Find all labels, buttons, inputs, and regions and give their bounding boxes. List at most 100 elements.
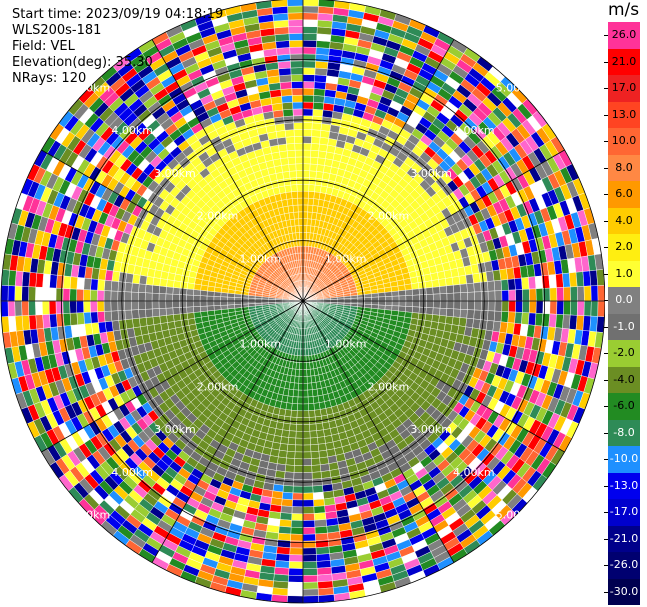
velocity-cell [314, 526, 328, 535]
velocity-cell [302, 348, 307, 357]
velocity-cell [124, 291, 132, 302]
velocity-cell [350, 297, 359, 302]
velocity-cell [521, 277, 530, 290]
velocity-cell [294, 458, 304, 466]
velocity-cell [295, 424, 304, 432]
velocity-cell [293, 122, 304, 130]
velocity-cell [276, 456, 287, 466]
velocity-cell [288, 561, 304, 569]
velocity-cell [213, 305, 222, 311]
velocity-cell [298, 211, 304, 219]
velocity-cell [291, 499, 304, 508]
velocity-cell [425, 287, 434, 295]
velocity-cell [298, 376, 304, 384]
velocity-cell [445, 315, 454, 325]
velocity-cell [302, 177, 310, 185]
velocity-cell [291, 94, 304, 103]
velocity-cell [480, 300, 489, 311]
velocity-cell [467, 291, 475, 302]
velocity-cell [322, 421, 331, 431]
velocity-cell [487, 300, 496, 312]
velocity-cell [312, 108, 324, 117]
velocity-cell [110, 300, 119, 312]
velocity-cell [158, 293, 167, 302]
velocity-cell [206, 300, 215, 307]
velocity-cell [117, 291, 126, 302]
velocity-cell [385, 300, 393, 306]
velocity-cell [138, 292, 146, 302]
velocity-cell [89, 289, 98, 302]
velocity-cell [282, 171, 291, 180]
velocity-cell [384, 291, 393, 297]
velocity-cell [500, 311, 509, 323]
velocity-cell [364, 293, 372, 299]
velocity-cell [299, 232, 304, 240]
velocity-cell [459, 309, 468, 319]
velocity-cell [458, 317, 468, 328]
velocity-cell [220, 296, 228, 302]
velocity-cell [284, 184, 292, 193]
velocity-cell [83, 311, 92, 325]
velocity-cell [391, 295, 400, 302]
velocity-cell [298, 383, 304, 391]
velocity-cell [275, 40, 290, 49]
velocity-cell [165, 293, 174, 302]
velocity-cell [438, 278, 447, 287]
velocity-cell [288, 212, 295, 220]
velocity-cell [186, 312, 195, 320]
velocity-cell [487, 290, 496, 302]
velocity-cell [294, 142, 304, 151]
velocity-cell [309, 156, 319, 165]
velocity-cell [227, 304, 235, 310]
velocity-cell [138, 309, 147, 319]
velocity-cell [172, 307, 181, 315]
velocity-cell [159, 278, 168, 287]
velocity-cell [302, 568, 318, 576]
velocity-cell [364, 297, 372, 302]
velocity-cell [213, 300, 221, 306]
velocity-cell [514, 311, 523, 325]
velocity-cell [319, 136, 330, 146]
velocity-cell [307, 382, 313, 391]
velocity-cell [275, 171, 284, 181]
velocity-cell [302, 136, 312, 144]
velocity-cell [314, 519, 327, 528]
velocity-cell [309, 423, 317, 432]
velocity-cell [446, 300, 455, 310]
velocity-cell [390, 285, 399, 292]
velocity-cell [302, 129, 313, 137]
velocity-cell [451, 316, 461, 326]
velocity-cell [280, 436, 289, 445]
velocity-cell [313, 88, 326, 97]
velocity-cell [279, 150, 289, 159]
velocity-cell [302, 533, 316, 542]
velocity-cell [308, 416, 317, 425]
velocity-cell [289, 554, 304, 563]
velocity-cell [48, 300, 57, 315]
velocity-cell [144, 292, 153, 302]
velocity-cell [474, 300, 482, 311]
velocity-cell [117, 300, 126, 311]
velocity-cell [318, 143, 328, 153]
velocity-cell [234, 300, 242, 305]
velocity-cell [302, 19, 318, 28]
velocity-cell [186, 294, 194, 302]
velocity-cell [562, 272, 571, 288]
velocity-cell [507, 311, 516, 324]
velocity-cell [432, 300, 441, 309]
velocity-cell [289, 547, 304, 556]
velocity-cell [467, 300, 475, 311]
velocity-cell [35, 300, 43, 316]
velocity-cell [302, 410, 310, 418]
velocity-cell [131, 309, 140, 320]
velocity-cell [535, 288, 544, 302]
velocity-cell [124, 309, 133, 320]
velocity-cell [575, 315, 585, 331]
velocity-cell [425, 307, 434, 315]
velocity-cell [548, 274, 557, 289]
velocity-cell [288, 163, 297, 172]
velocity-cell [312, 491, 325, 501]
velocity-cell [214, 309, 222, 316]
velocity-cell [165, 300, 174, 309]
velocity-cell [528, 276, 537, 290]
